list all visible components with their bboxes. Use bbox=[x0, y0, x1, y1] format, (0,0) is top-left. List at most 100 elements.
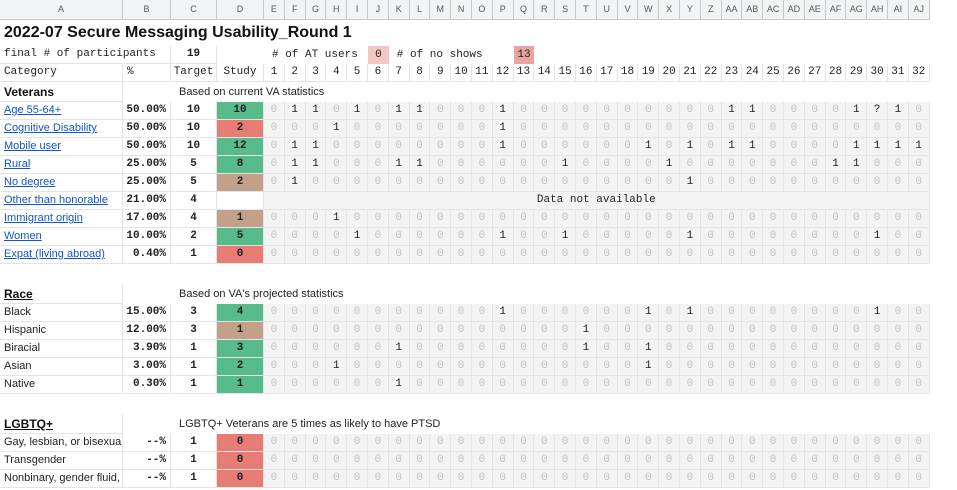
session-cell[interactable]: 0 bbox=[513, 376, 535, 394]
session-cell[interactable]: 0 bbox=[451, 322, 472, 340]
session-cell[interactable]: 0 bbox=[347, 156, 368, 174]
session-cell[interactable]: 0 bbox=[388, 434, 410, 452]
session-cell[interactable]: 0 bbox=[534, 340, 556, 358]
session-cell[interactable]: 0 bbox=[513, 246, 535, 264]
session-cell[interactable]: 0 bbox=[492, 376, 514, 394]
session-cell[interactable]: 0 bbox=[888, 120, 909, 138]
session-cell[interactable]: 0 bbox=[430, 470, 452, 488]
session-cell[interactable]: 0 bbox=[638, 322, 660, 340]
session-cell[interactable]: 1 bbox=[576, 340, 597, 358]
session-cell[interactable]: 0 bbox=[492, 470, 514, 488]
session-cell[interactable]: 0 bbox=[534, 358, 556, 376]
session-cell[interactable]: 0 bbox=[451, 228, 472, 246]
session-cell[interactable]: 0 bbox=[804, 376, 826, 394]
session-cell[interactable]: 0 bbox=[555, 304, 576, 322]
study-cell[interactable]: 2 bbox=[217, 120, 264, 138]
column-header-e[interactable]: E bbox=[264, 0, 285, 20]
session-cell[interactable]: 0 bbox=[451, 452, 472, 470]
session-cell[interactable]: 0 bbox=[700, 120, 722, 138]
session-cell[interactable]: 0 bbox=[513, 156, 535, 174]
session-cell[interactable]: 0 bbox=[617, 304, 639, 322]
session-cell[interactable]: 1 bbox=[305, 156, 327, 174]
session-cell[interactable]: 0 bbox=[867, 376, 888, 394]
session-cell[interactable]: 0 bbox=[388, 246, 410, 264]
session-cell[interactable]: 0 bbox=[846, 174, 868, 192]
session-cell[interactable]: 0 bbox=[368, 228, 389, 246]
session-cell[interactable]: 0 bbox=[451, 376, 472, 394]
session-cell[interactable]: 0 bbox=[784, 452, 805, 470]
session-cell[interactable]: 0 bbox=[867, 340, 888, 358]
session-cell[interactable]: 0 bbox=[264, 156, 285, 174]
session-cell[interactable]: 0 bbox=[409, 138, 431, 156]
session-cell[interactable]: 0 bbox=[888, 174, 909, 192]
session-cell[interactable]: 0 bbox=[846, 376, 868, 394]
session-cell[interactable]: 0 bbox=[492, 322, 514, 340]
column-header-j[interactable]: J bbox=[368, 0, 389, 20]
session-cell[interactable]: 0 bbox=[388, 174, 410, 192]
session-cell[interactable]: 0 bbox=[784, 358, 805, 376]
session-cell[interactable]: 1 bbox=[284, 138, 306, 156]
session-cell[interactable]: 1 bbox=[680, 304, 701, 322]
session-cell[interactable]: 0 bbox=[451, 120, 472, 138]
session-cell[interactable]: 0 bbox=[888, 246, 909, 264]
session-cell[interactable]: 0 bbox=[264, 120, 285, 138]
session-cell[interactable]: 0 bbox=[305, 228, 327, 246]
session-cell[interactable]: 0 bbox=[388, 120, 410, 138]
session-cell[interactable]: 0 bbox=[368, 246, 389, 264]
session-cell[interactable]: 0 bbox=[284, 434, 306, 452]
session-cell[interactable]: 0 bbox=[284, 452, 306, 470]
session-cell[interactable]: 0 bbox=[409, 210, 431, 228]
session-cell[interactable]: 0 bbox=[596, 246, 618, 264]
session-cell[interactable]: 0 bbox=[721, 210, 743, 228]
session-cell[interactable]: 0 bbox=[784, 228, 805, 246]
session-cell[interactable]: 0 bbox=[908, 376, 930, 394]
session-cell[interactable]: 0 bbox=[784, 340, 805, 358]
session-cell[interactable]: 0 bbox=[576, 358, 597, 376]
session-cell[interactable]: ? bbox=[867, 102, 888, 120]
session-cell[interactable]: 0 bbox=[888, 358, 909, 376]
session-cell[interactable]: 0 bbox=[388, 210, 410, 228]
session-cell[interactable]: 0 bbox=[908, 434, 930, 452]
session-cell[interactable]: 0 bbox=[264, 138, 285, 156]
session-cell[interactable]: 0 bbox=[388, 452, 410, 470]
session-cell[interactable]: 0 bbox=[617, 228, 639, 246]
session-cell[interactable]: 0 bbox=[659, 358, 680, 376]
session-cell[interactable]: 0 bbox=[846, 120, 868, 138]
session-cell[interactable]: 1 bbox=[409, 156, 431, 174]
session-cell[interactable]: 0 bbox=[763, 246, 784, 264]
session-cell[interactable]: 0 bbox=[409, 358, 431, 376]
session-cell[interactable]: 0 bbox=[430, 246, 452, 264]
session-cell[interactable]: 0 bbox=[368, 434, 389, 452]
session-cell[interactable]: 0 bbox=[721, 452, 743, 470]
session-cell[interactable]: 0 bbox=[347, 322, 368, 340]
session-cell[interactable]: 1 bbox=[680, 174, 701, 192]
session-cell[interactable]: 0 bbox=[742, 228, 764, 246]
session-cell[interactable]: 1 bbox=[638, 304, 660, 322]
session-cell[interactable]: 0 bbox=[825, 174, 847, 192]
session-cell[interactable]: 0 bbox=[804, 102, 826, 120]
session-cell[interactable]: 0 bbox=[534, 246, 556, 264]
column-header-t[interactable]: T bbox=[576, 0, 597, 20]
session-cell[interactable]: 0 bbox=[700, 174, 722, 192]
session-cell[interactable]: 0 bbox=[659, 210, 680, 228]
session-cell[interactable]: 1 bbox=[326, 358, 348, 376]
session-cell[interactable]: 0 bbox=[472, 340, 493, 358]
column-header-n[interactable]: N bbox=[451, 0, 472, 20]
session-cell[interactable]: 0 bbox=[742, 156, 764, 174]
session-cell[interactable]: 0 bbox=[638, 228, 660, 246]
column-header-x[interactable]: X bbox=[659, 0, 680, 20]
session-cell[interactable]: 0 bbox=[784, 156, 805, 174]
participants-value[interactable]: 19 bbox=[171, 46, 217, 64]
session-cell[interactable]: 0 bbox=[908, 322, 930, 340]
session-cell[interactable]: 0 bbox=[430, 174, 452, 192]
session-cell[interactable]: 0 bbox=[846, 470, 868, 488]
session-cell[interactable]: 0 bbox=[430, 228, 452, 246]
session-cell[interactable]: 1 bbox=[492, 102, 514, 120]
session-cell[interactable]: 0 bbox=[659, 120, 680, 138]
session-cell[interactable]: 0 bbox=[326, 246, 348, 264]
session-cell[interactable]: 0 bbox=[763, 452, 784, 470]
session-cell[interactable]: 0 bbox=[617, 470, 639, 488]
session-cell[interactable]: 0 bbox=[326, 470, 348, 488]
session-cell[interactable]: 1 bbox=[867, 304, 888, 322]
session-cell[interactable]: 1 bbox=[846, 138, 868, 156]
